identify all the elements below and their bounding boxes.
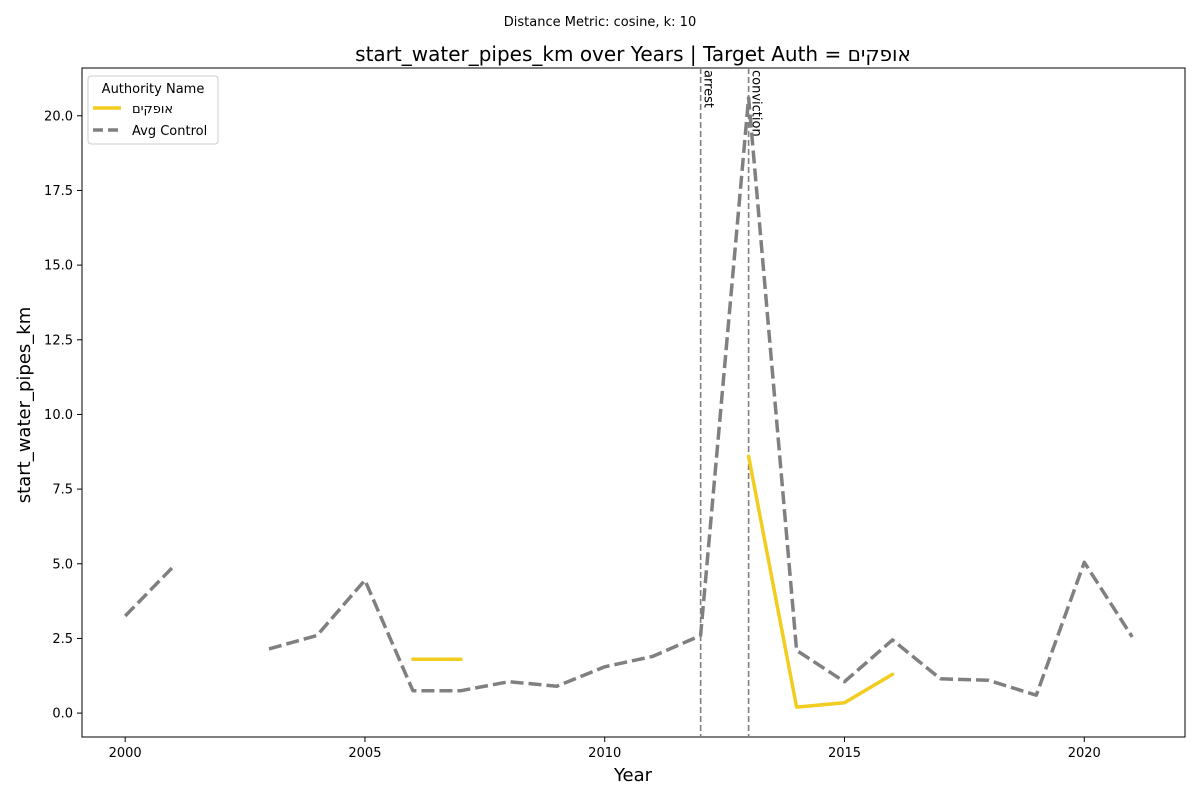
y-tick-label: 2.5 — [52, 632, 73, 647]
legend-label-target: אופקים — [132, 102, 173, 117]
y-tick-label: 15.0 — [44, 259, 73, 274]
x-tick-label: 2005 — [348, 746, 381, 761]
y-tick-label: 20.0 — [44, 109, 73, 124]
series-line-target — [746, 454, 895, 709]
legend-title: Authority Name — [102, 82, 205, 97]
series-line-control — [268, 96, 1134, 697]
y-tick-label: 17.5 — [44, 184, 73, 199]
event-label-conviction: conviction — [749, 70, 764, 137]
plot-area — [81, 67, 1186, 738]
event-label-arrest: arrest — [701, 70, 716, 108]
y-tick-label: 5.0 — [52, 557, 73, 572]
y-tick-label: 0.0 — [52, 707, 73, 722]
legend-frame — [87, 75, 219, 145]
series-line-control — [123, 565, 175, 618]
x-tick-label: 2000 — [109, 746, 142, 761]
x-tick-label: 2015 — [828, 746, 861, 761]
chart-suptitle: Distance Metric: cosine, k: 10 — [504, 15, 696, 30]
y-tick-label: 10.0 — [44, 408, 73, 423]
x-tick-label: 2020 — [1068, 746, 1101, 761]
chart-title: start_water_pipes_km over Years | Target… — [355, 42, 911, 66]
x-axis-ticks: 2000 2005 2010 2015 2020 — [109, 737, 1101, 761]
x-axis-label: Year — [613, 765, 653, 786]
legend-label-control: Avg Control — [132, 124, 207, 139]
y-axis-ticks: 0.0 2.5 5.0 7.5 10.0 12.5 15.0 17.5 20.0 — [44, 109, 82, 722]
legend: Authority Name אופקים Avg Control — [87, 75, 219, 145]
series-layer — [123, 96, 1134, 709]
y-tick-label: 7.5 — [52, 483, 73, 498]
event-lines: arrest conviction — [699, 68, 764, 737]
y-axis-label: start_water_pipes_km — [14, 307, 35, 503]
x-tick-label: 2010 — [588, 746, 621, 761]
y-tick-label: 12.5 — [44, 333, 73, 348]
